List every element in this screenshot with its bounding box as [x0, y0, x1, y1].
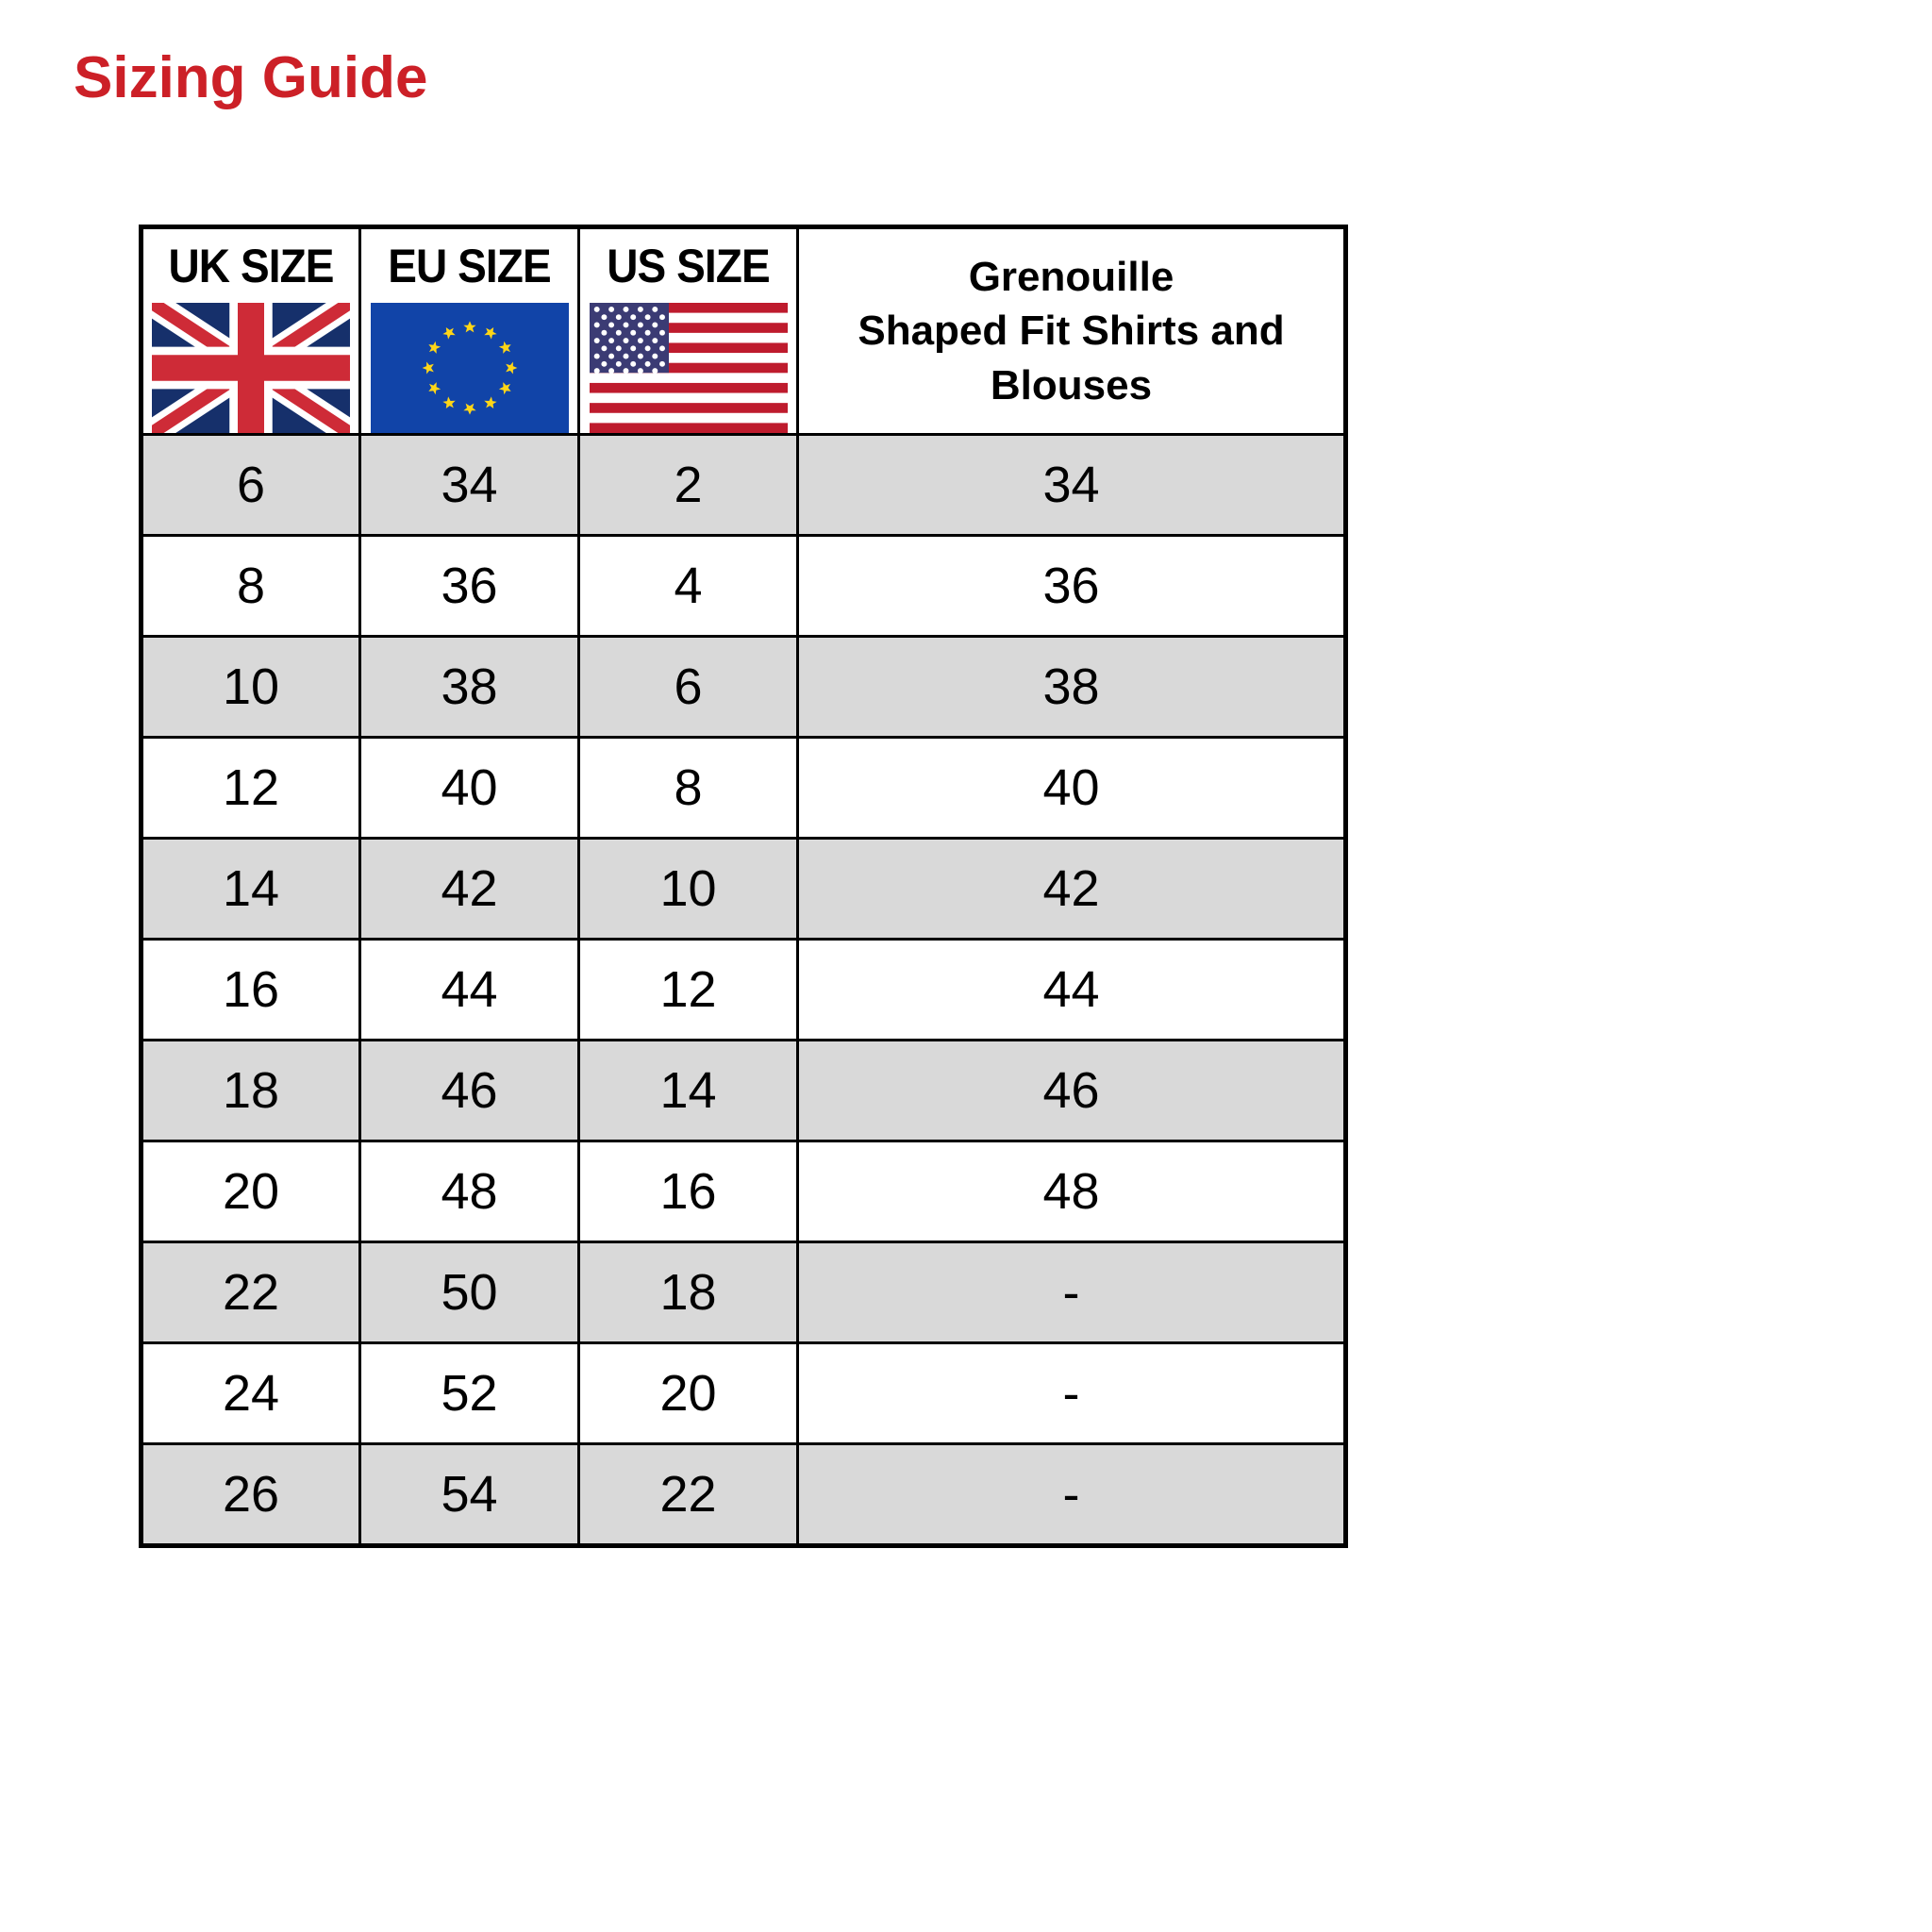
table-row: 26 54 22- [140, 1442, 1347, 1547]
cell-us: 6 [577, 635, 799, 739]
cell-eu: 42 [358, 837, 580, 941]
cell-grenouille: 44 [796, 938, 1347, 1041]
cell-us: 22 [577, 1442, 799, 1547]
us-flag-icon [589, 303, 788, 432]
cell-us: 14 [577, 1039, 799, 1142]
cell-grenouille: - [796, 1241, 1347, 1344]
cell-grenouille: 38 [796, 635, 1347, 739]
cell-uk: 26 [140, 1442, 361, 1547]
cell-us: 2 [577, 433, 799, 537]
cell-eu: 38 [358, 635, 580, 739]
cell-eu: 36 [358, 534, 580, 638]
table-row: 10 38 6 38 [140, 635, 1347, 739]
header-cell-uk: UK SIZE [140, 225, 361, 436]
cell-us: 4 [577, 534, 799, 638]
cell-eu: 40 [358, 736, 580, 840]
table-row: 24 52 20- [140, 1341, 1347, 1445]
cell-grenouille: 42 [796, 837, 1347, 941]
cell-eu: 46 [358, 1039, 580, 1142]
cell-eu: 48 [358, 1140, 580, 1243]
table-row: 20 48 16 48 [140, 1140, 1347, 1243]
cell-grenouille: - [796, 1442, 1347, 1547]
header-label-us: US SIZE [607, 240, 770, 292]
page-title: Sizing Guide [74, 45, 428, 110]
table-row: 18 46 14 46 [140, 1039, 1347, 1142]
header-label-uk: UK SIZE [168, 240, 334, 292]
cell-uk: 18 [140, 1039, 361, 1142]
table-header-row: UK SIZE EU SIZE [140, 225, 1347, 436]
sizing-table-wrapper: UK SIZE EU SIZE [139, 225, 1348, 1548]
header-label-eu: EU SIZE [388, 240, 551, 292]
eu-flag-icon [370, 303, 569, 432]
cell-us: 10 [577, 837, 799, 941]
cell-grenouille: 48 [796, 1140, 1347, 1243]
cell-uk: 16 [140, 938, 361, 1041]
table-row: 14 42 10 42 [140, 837, 1347, 941]
table-row: 12 40 8 40 [140, 736, 1347, 840]
sizing-table: UK SIZE EU SIZE [139, 225, 1348, 1548]
header-cell-us: US SIZE [577, 225, 799, 436]
cell-uk: 6 [140, 433, 361, 537]
cell-uk: 8 [140, 534, 361, 638]
cell-us: 20 [577, 1341, 799, 1445]
cell-eu: 52 [358, 1341, 580, 1445]
table-row: 22 50 18- [140, 1241, 1347, 1344]
cell-grenouille: - [796, 1341, 1347, 1445]
table-row: 6 34 2 34 [140, 433, 1347, 537]
sizing-table-body: 6 34 2 34 8 36 4 36 10 38 6 38 12 40 8 40 14 42 10 42 16 44 12… [140, 433, 1347, 1547]
header-label-grenouille-line3: Blouses [990, 361, 1153, 408]
cell-eu: 34 [358, 433, 580, 537]
cell-us: 8 [577, 736, 799, 840]
uk-flag-icon [152, 303, 350, 432]
cell-uk: 20 [140, 1140, 361, 1243]
cell-eu: 44 [358, 938, 580, 1041]
cell-eu: 50 [358, 1241, 580, 1344]
table-row: 8 36 4 36 [140, 534, 1347, 638]
table-row: 16 44 12 44 [140, 938, 1347, 1041]
cell-uk: 12 [140, 736, 361, 840]
cell-us: 16 [577, 1140, 799, 1243]
header-cell-eu: EU SIZE [358, 225, 580, 436]
header-label-grenouille-line2: Shaped Fit Shirts and [858, 308, 1285, 355]
cell-grenouille: 34 [796, 433, 1347, 537]
cell-uk: 24 [140, 1341, 361, 1445]
cell-grenouille: 40 [796, 736, 1347, 840]
cell-eu: 54 [358, 1442, 580, 1547]
cell-grenouille: 36 [796, 534, 1347, 638]
header-label-grenouille-line1: Grenouille [968, 254, 1174, 301]
cell-uk: 14 [140, 837, 361, 941]
header-cell-grenouille: Grenouille Shaped Fit Shirts and Blouses [796, 225, 1347, 436]
cell-uk: 10 [140, 635, 361, 739]
cell-grenouille: 46 [796, 1039, 1347, 1142]
cell-us: 18 [577, 1241, 799, 1344]
cell-uk: 22 [140, 1241, 361, 1344]
cell-us: 12 [577, 938, 799, 1041]
